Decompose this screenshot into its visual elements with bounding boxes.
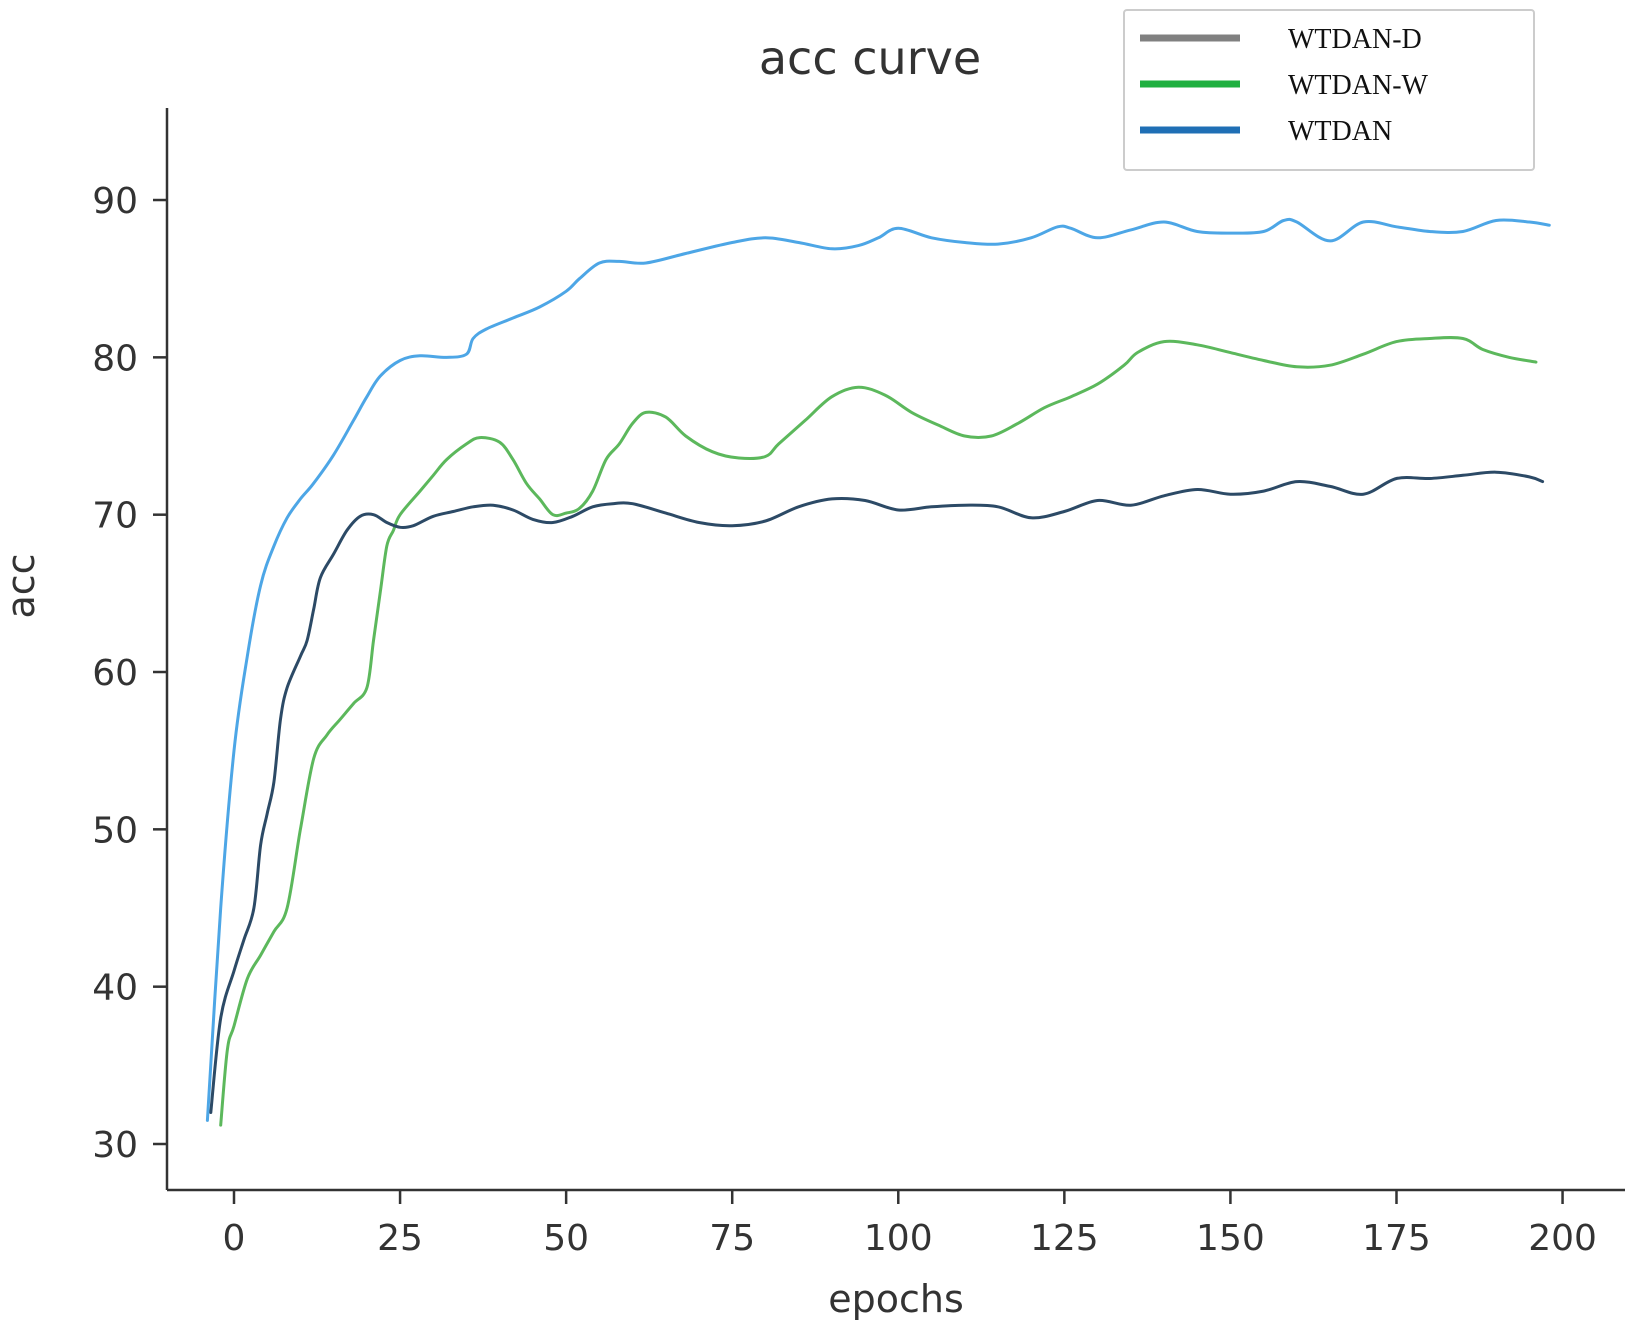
x-tick-label: 125 (1030, 1218, 1099, 1259)
x-axis-label: epochs (828, 1277, 964, 1321)
y-tick-label: 50 (92, 810, 138, 851)
x-axis: 0 25 50 75 100 125 150 175 200 (167, 1188, 1625, 1259)
series-line-wtdan-d (209, 470, 1545, 1114)
series-lines (205, 217, 1551, 1127)
legend-label-wtdan-d: WTDAN-D (1288, 24, 1422, 55)
y-tick-label: 60 (92, 653, 138, 694)
legend: WTDAN-D WTDAN-W WTDAN (1123, 9, 1535, 171)
x-tick-label: 100 (864, 1218, 933, 1259)
x-tick-label: 200 (1528, 1218, 1597, 1259)
x-tick-label: 25 (377, 1218, 423, 1259)
y-tick-label: 30 (92, 1125, 138, 1166)
y-axis: 30 40 50 60 70 80 90 (92, 108, 169, 1190)
x-tick-label: 150 (1196, 1218, 1265, 1259)
x-tick-label: 0 (223, 1218, 246, 1259)
x-tick-label: 175 (1362, 1218, 1431, 1259)
series-line-wtdan (205, 217, 1551, 1122)
chart-title: acc curve (759, 31, 981, 85)
y-tick-label: 80 (92, 338, 138, 379)
y-axis-label: acc (0, 553, 43, 618)
series-line-wtdan-w (219, 336, 1538, 1127)
y-tick-label: 90 (92, 181, 138, 222)
x-tick-label: 50 (543, 1218, 589, 1259)
x-tick-label: 75 (709, 1218, 755, 1259)
legend-label-wtdan: WTDAN (1288, 116, 1392, 147)
y-tick-label: 40 (92, 968, 138, 1009)
y-tick-label: 70 (92, 496, 138, 537)
legend-label-wtdan-w: WTDAN-W (1288, 70, 1429, 101)
